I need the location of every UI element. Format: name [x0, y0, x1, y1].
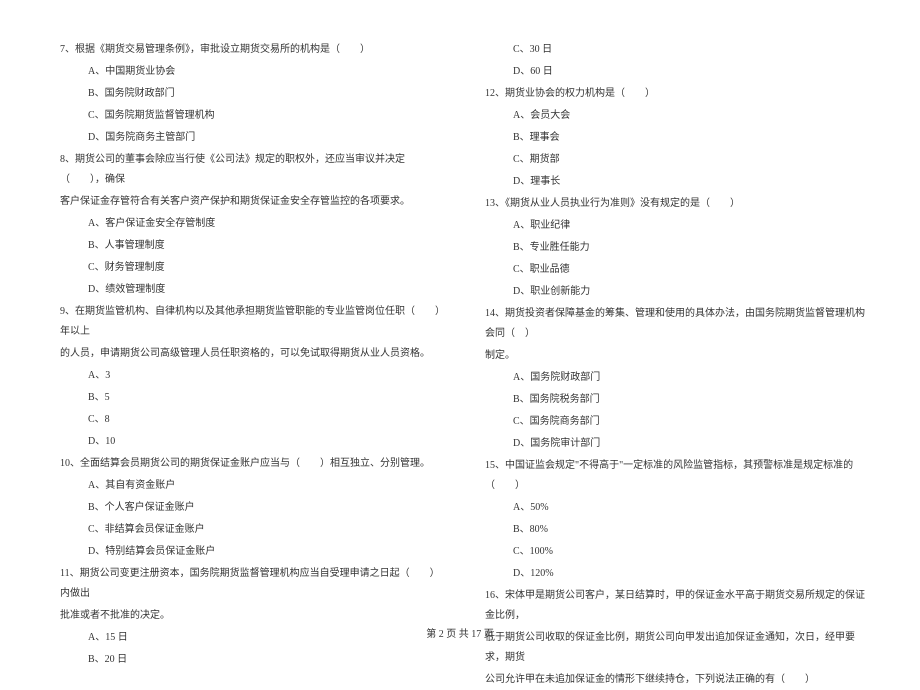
question-line: 7、根据《期货交易管理条例》，审批设立期货交易所的机构是（ ） [60, 40, 445, 60]
option-line: D、理事长 [485, 172, 870, 192]
left-column: 7、根据《期货交易管理条例》，审批设立期货交易所的机构是（ ）A、中国期货业协会… [60, 40, 465, 580]
option-line: A、3 [60, 366, 445, 386]
option-line: D、60 日 [485, 62, 870, 82]
option-line: D、国务院商务主管部门 [60, 128, 445, 148]
option-line: C、国务院商务部门 [485, 412, 870, 432]
option-line: C、非结算会员保证金账户 [60, 520, 445, 540]
question-line: 9、在期货监管机构、自律机构以及其他承担期货监管职能的专业监管岗位任职（ ）年以… [60, 302, 445, 342]
option-line: D、国务院审计部门 [485, 434, 870, 454]
question-line: 12、期货业协会的权力机构是（ ） [485, 84, 870, 104]
question-line: 批准或者不批准的决定。 [60, 606, 445, 626]
question-line: 11、期货公司变更注册资本，国务院期货监督管理机构应当自受理申请之日起（ ）内做… [60, 564, 445, 604]
option-line: B、专业胜任能力 [485, 238, 870, 258]
option-line: B、个人客户保证金账户 [60, 498, 445, 518]
option-line: C、100% [485, 542, 870, 562]
option-line: C、30 日 [485, 40, 870, 60]
option-line: B、5 [60, 388, 445, 408]
option-line: D、120% [485, 564, 870, 584]
option-line: B、20 日 [60, 650, 445, 670]
option-line: D、绩效管理制度 [60, 280, 445, 300]
option-line: D、10 [60, 432, 445, 452]
question-line: 客户保证金存管符合有关客户资产保护和期货保证金安全存管监控的各项要求。 [60, 192, 445, 212]
option-line: D、职业创新能力 [485, 282, 870, 302]
option-line: A、国务院财政部门 [485, 368, 870, 388]
option-line: C、职业品德 [485, 260, 870, 280]
option-line: C、期货部 [485, 150, 870, 170]
question-line: 15、中国证监会规定"不得高于"一定标准的风险监管指标，其预警标准是规定标准的（… [485, 456, 870, 496]
question-line: 14、期货投资者保障基金的筹集、管理和使用的具体办法，由国务院期货监督管理机构会… [485, 304, 870, 344]
option-line: A、会员大会 [485, 106, 870, 126]
option-line: C、财务管理制度 [60, 258, 445, 278]
option-line: A、中国期货业协会 [60, 62, 445, 82]
option-line: B、理事会 [485, 128, 870, 148]
option-line: C、国务院期货监督管理机构 [60, 106, 445, 126]
option-line: A、职业纪律 [485, 216, 870, 236]
option-line: B、人事管理制度 [60, 236, 445, 256]
option-line: C、8 [60, 410, 445, 430]
question-line: 制定。 [485, 346, 870, 366]
right-column: C、30 日D、60 日12、期货业协会的权力机构是（ ）A、会员大会B、理事会… [465, 40, 870, 580]
option-line: A、客户保证金安全存管制度 [60, 214, 445, 234]
page-number: 第 2 页 共 17 页 [426, 629, 494, 640]
question-line: 公司允许甲在未追加保证金的情形下继续持仓，下列说法正确的有（ ） [485, 670, 870, 690]
question-line: 的人员，申请期货公司高级管理人员任职资格的，可以免试取得期货从业人员资格。 [60, 344, 445, 364]
option-line: A、50% [485, 498, 870, 518]
option-line: D、特别结算会员保证金账户 [60, 542, 445, 562]
option-line: B、国务院财政部门 [60, 84, 445, 104]
question-line: 13、《期货从业人员执业行为准则》没有规定的是（ ） [485, 194, 870, 214]
question-line: 10、全面结算会员期货公司的期货保证金账户应当与（ ）相互独立、分别管理。 [60, 454, 445, 474]
question-line: 8、期货公司的董事会除应当行使《公司法》规定的职权外，还应当审议并决定（ ），确… [60, 150, 445, 190]
option-line: B、国务院税务部门 [485, 390, 870, 410]
option-line: A、其自有资金账户 [60, 476, 445, 496]
question-line: 16、宋体甲是期货公司客户，某日结算时，甲的保证金水平高于期货交易所规定的保证金… [485, 586, 870, 626]
exam-page: 7、根据《期货交易管理条例》，审批设立期货交易所的机构是（ ）A、中国期货业协会… [0, 0, 920, 610]
option-line: B、80% [485, 520, 870, 540]
page-footer: 第 2 页 共 17 页 [0, 625, 920, 640]
